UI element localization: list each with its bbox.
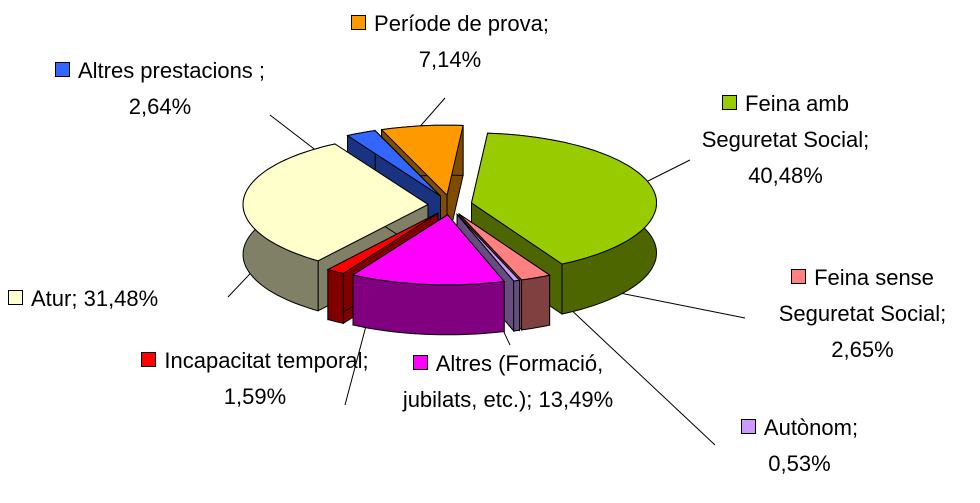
data-label: Feina sense Seguretat Social; 2,65% — [745, 260, 980, 368]
legend-swatch — [791, 269, 807, 284]
slice — [380, 124, 464, 197]
legend-swatch — [54, 62, 70, 77]
value-label: 2,65% — [831, 337, 894, 362]
value-label: 7,14% — [418, 47, 482, 72]
slice — [346, 130, 441, 197]
slice — [242, 143, 429, 262]
slice — [456, 214, 521, 282]
legend-swatch — [412, 355, 428, 370]
slice-side — [521, 274, 551, 331]
data-label: Altres (Formació, jubilats, etc.); 13,49… — [388, 346, 628, 418]
value-label: 2,64% — [128, 94, 192, 119]
data-label: Altres prestacions ; 2,64% — [40, 53, 280, 125]
category-label: Incapacitat temporal; — [164, 348, 369, 373]
slice — [351, 214, 506, 286]
value-label: 31,48% — [83, 286, 159, 311]
legend-swatch — [351, 15, 367, 30]
leader-line — [549, 289, 716, 446]
category-label: Feina amb Seguretat Social; — [701, 91, 870, 152]
value-label: 1,59% — [223, 384, 287, 409]
category-label: Altres prestacions ; — [77, 58, 266, 83]
data-label: Període de prova; 7,14% — [330, 6, 570, 78]
category-label: Autònom; — [763, 415, 859, 440]
category-label: Període de prova; — [374, 11, 549, 36]
data-label: Incapacitat temporal; 1,59% — [140, 343, 370, 415]
slice — [326, 212, 439, 274]
value-label: 0,53% — [768, 451, 831, 476]
leader-line — [639, 159, 691, 186]
category-label: Atur; — [31, 286, 78, 311]
category-label: Feina sense Seguretat Social; — [778, 265, 947, 326]
legend-swatch — [740, 419, 756, 434]
legend-swatch — [722, 95, 738, 110]
value-label: 40,48% — [748, 163, 823, 188]
slice — [458, 213, 551, 281]
legend-swatch — [8, 290, 23, 305]
legend-swatch — [141, 352, 157, 367]
data-label: Feina amb Seguretat Social; 40,48% — [688, 86, 883, 194]
slice — [470, 132, 658, 265]
value-label: 13,49% — [538, 387, 614, 412]
slice-side — [327, 268, 344, 325]
category-label: Altres (Formació, jubilats, etc.); — [402, 351, 604, 412]
data-label: Autònom; 0,53% — [712, 410, 887, 482]
slice-side — [513, 279, 520, 332]
data-label: Atur; 31,48% — [8, 281, 243, 317]
